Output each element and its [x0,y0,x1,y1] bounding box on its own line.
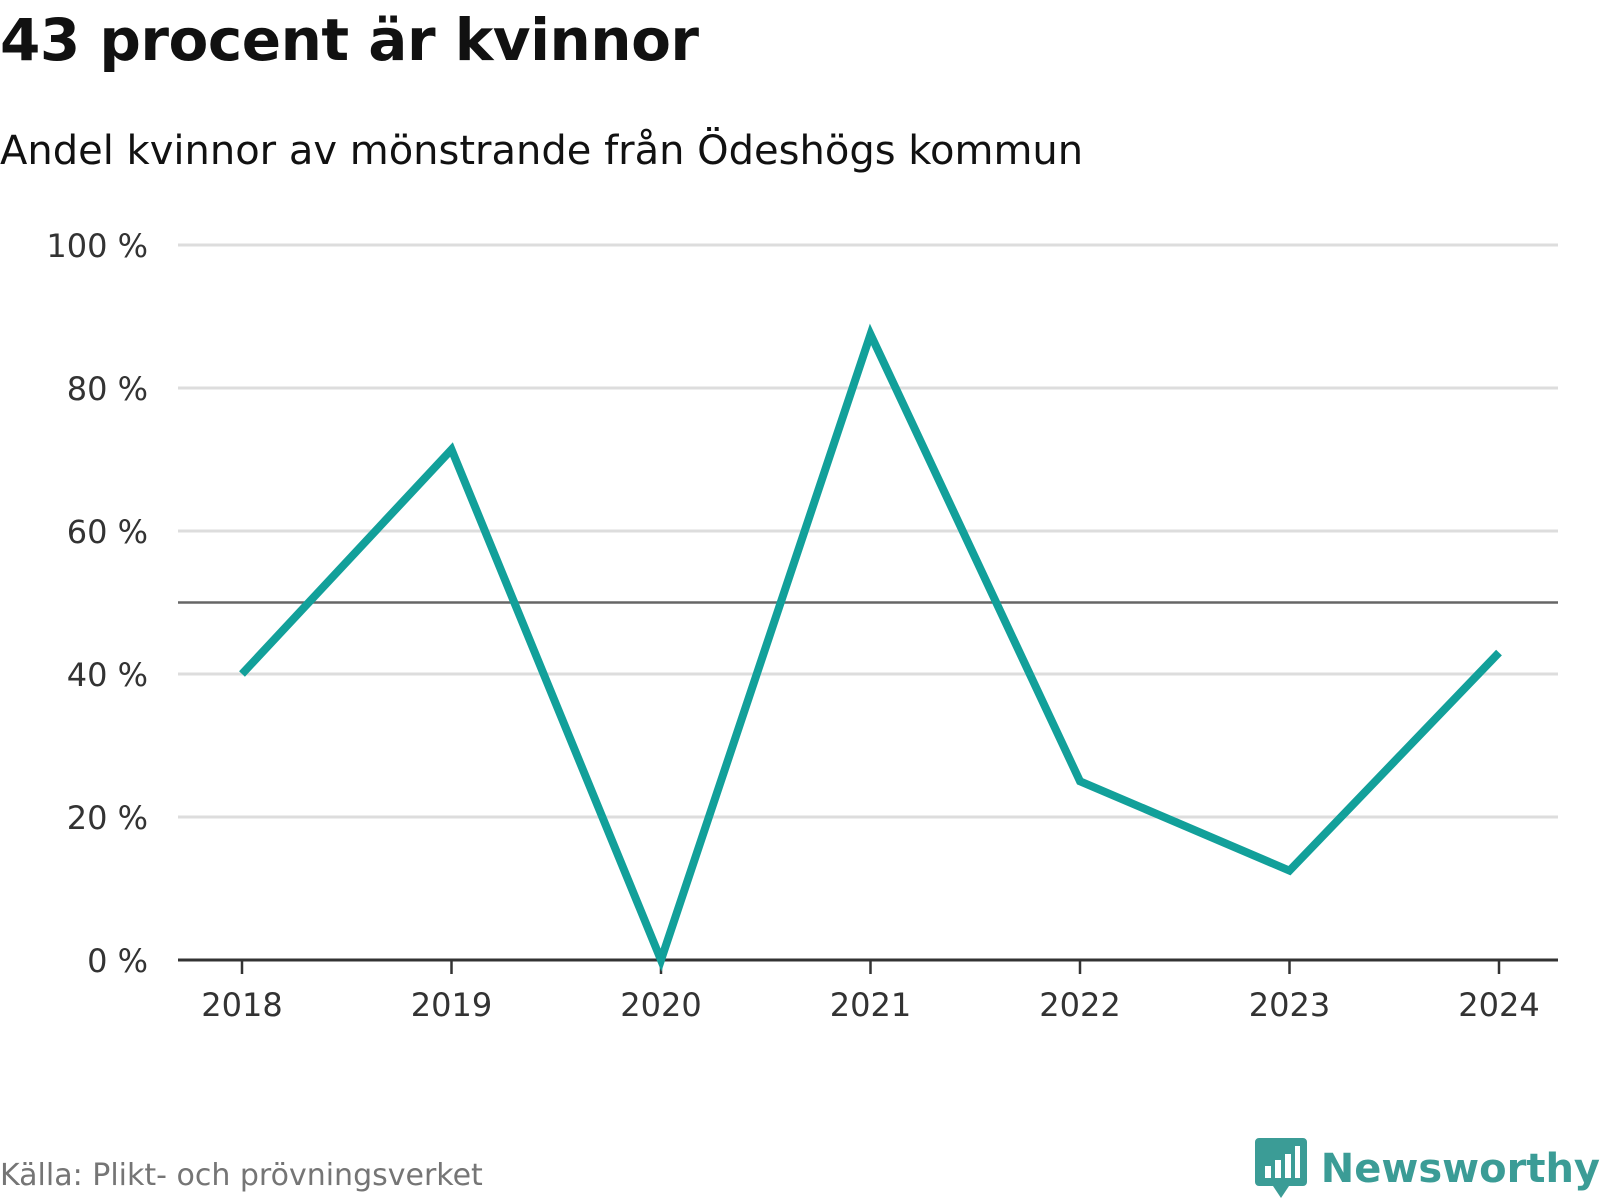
brand-name: Newsworthy [1320,1146,1600,1192]
y-tick-label: 20 % [67,799,148,837]
data-point [1076,777,1084,785]
data-point [1495,649,1503,657]
line-chart: 0 % 20 % 40 % 60 % 80 % 100 % 2018 2019 2020 2021… [46,227,1558,1024]
y-tick-label: 60 % [67,513,148,551]
chart-title: 43 procent är kvinnor [0,6,699,74]
data-point [448,445,456,453]
x-tick-label: 2018 [201,986,282,1024]
bar-chart-speech-bubble-icon [1254,1138,1307,1198]
y-tick-label: 40 % [67,656,148,694]
y-tick-label: 0 % [87,942,148,980]
data-point [1286,867,1294,875]
data-point [867,330,875,338]
x-tick-label: 2020 [620,986,701,1024]
x-tick-label: 2019 [411,986,492,1024]
x-tick-label: 2021 [830,986,911,1024]
x-tick-label: 2023 [1249,986,1330,1024]
x-tick-label: 2024 [1458,986,1539,1024]
series-line [239,323,1502,972]
y-tick-label: 100 % [46,227,148,265]
data-point [657,956,665,964]
data-point [238,670,246,678]
chart-subtitle: Andel kvinnor av mönstrande från Ödeshög… [0,128,1084,174]
x-tick-label: 2022 [1039,986,1120,1024]
y-tick-label: 80 % [67,370,148,408]
brand-logo: Newsworthy [1254,1138,1600,1200]
source-note: Källa: Plikt- och prövningsverket [0,1158,483,1193]
